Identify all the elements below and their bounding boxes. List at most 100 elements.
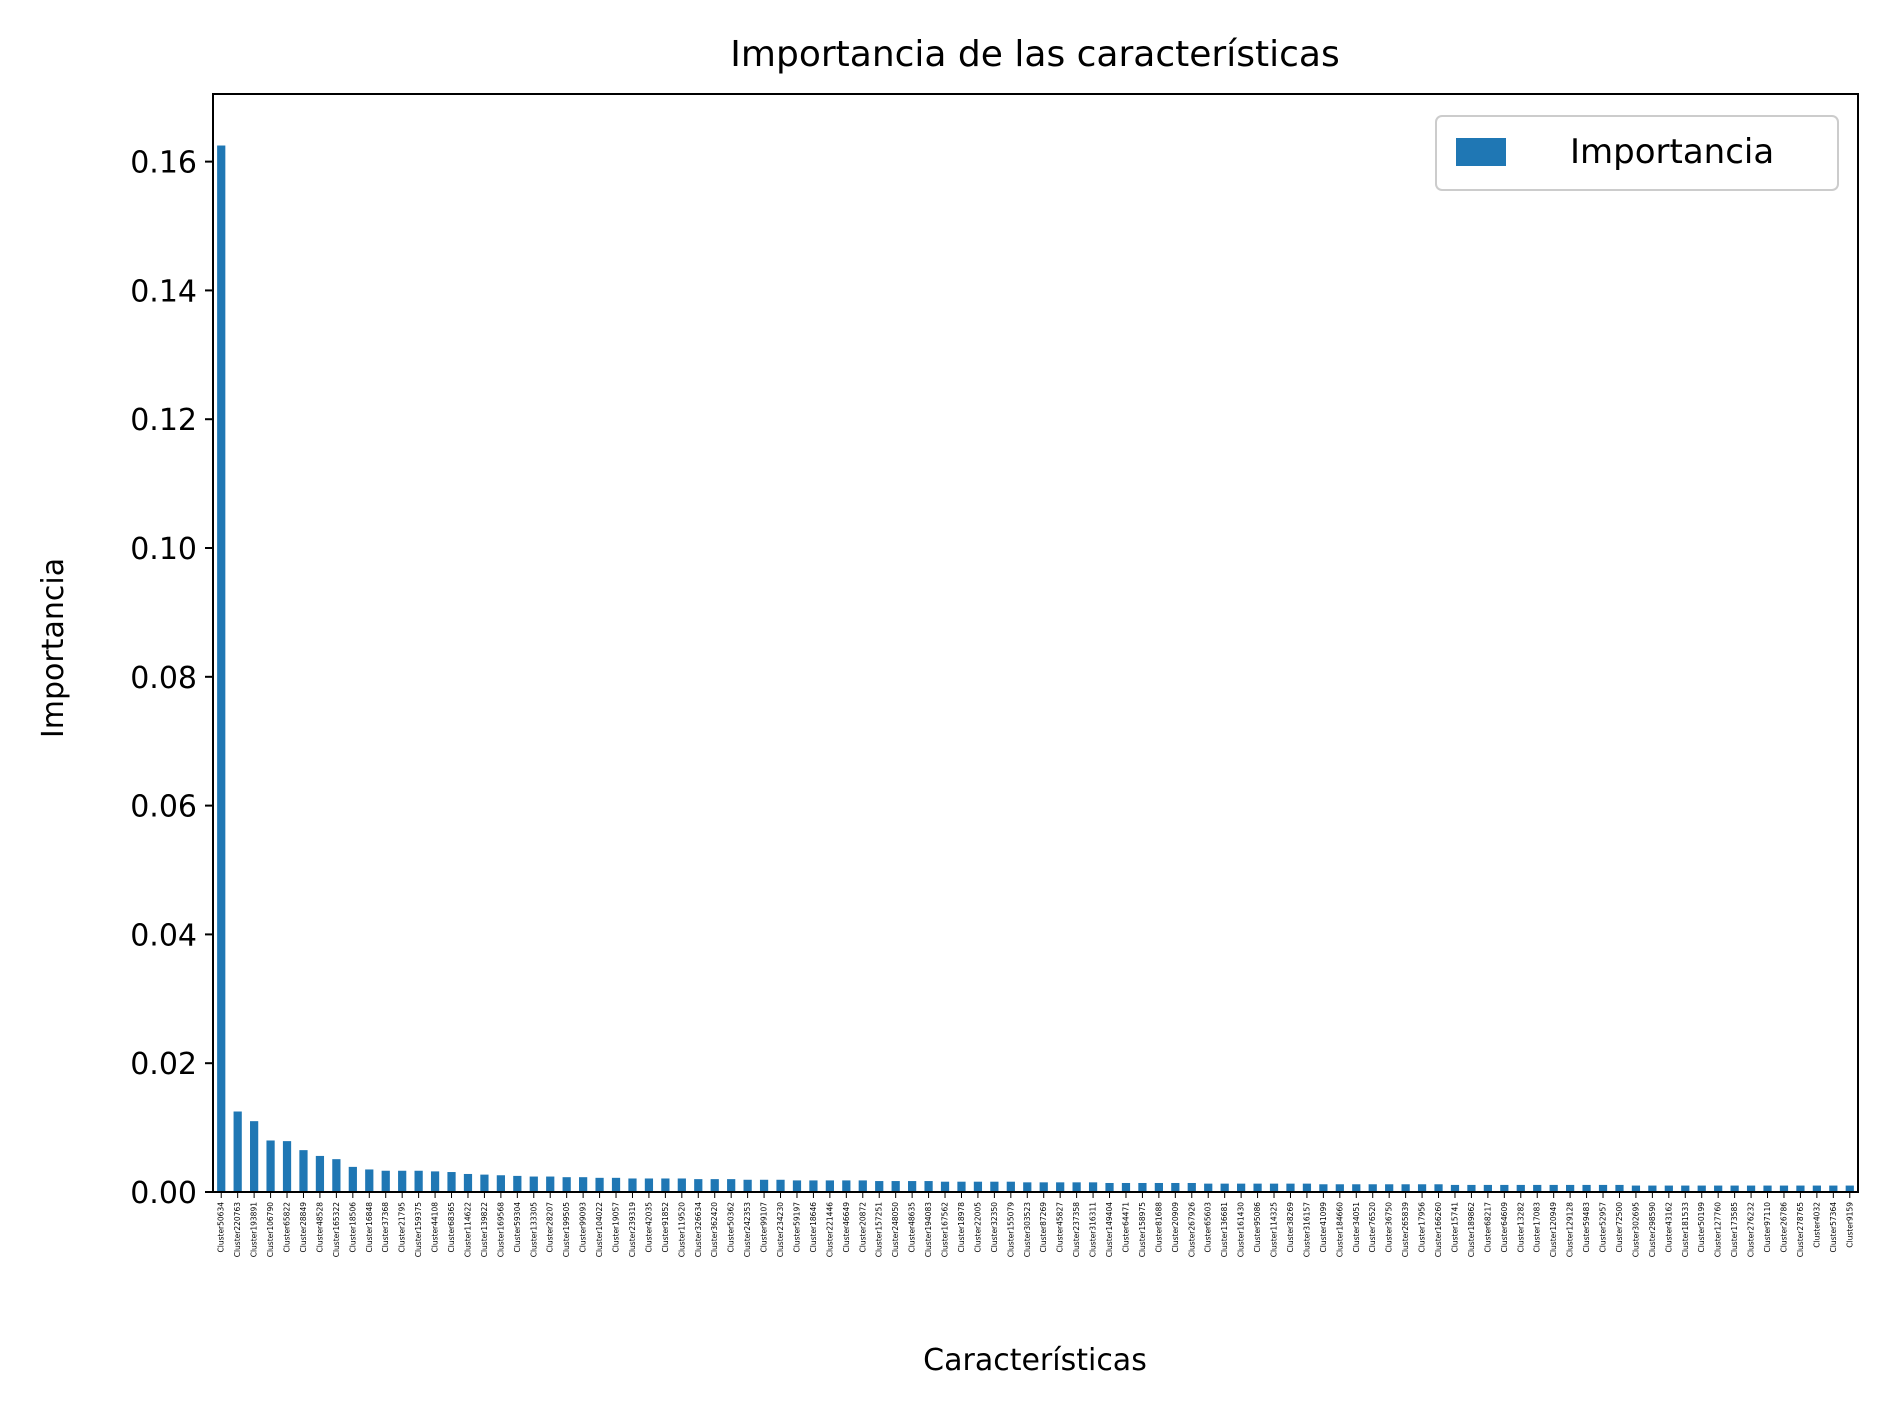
bar: [776, 1179, 785, 1192]
bar: [1533, 1184, 1542, 1192]
x-tick-label: Cluster181533: [1681, 1202, 1690, 1257]
x-tick-label: Cluster15741: [1450, 1202, 1459, 1253]
x-tick-label: Cluster65822: [283, 1202, 292, 1253]
x-tick-label: Cluster106790: [266, 1202, 275, 1257]
bar: [579, 1177, 588, 1192]
x-tick-label: Cluster50362: [727, 1202, 736, 1253]
bar: [217, 145, 226, 1193]
bar: [562, 1177, 571, 1192]
x-tick-label: Cluster114622: [463, 1202, 472, 1257]
bar: [1401, 1184, 1410, 1192]
bar: [842, 1180, 851, 1192]
x-tick-label: Cluster120949: [1549, 1202, 1558, 1257]
bar: [1072, 1182, 1081, 1192]
x-tick-label: Cluster76520: [1368, 1202, 1377, 1253]
bar: [727, 1179, 736, 1192]
bar: [1187, 1182, 1196, 1192]
bar: [1286, 1183, 1295, 1192]
bar: [1105, 1182, 1114, 1192]
x-tick-label: Cluster34051: [1352, 1202, 1361, 1253]
bar: [1204, 1183, 1213, 1192]
bar: [1335, 1184, 1344, 1192]
bar: [1417, 1184, 1427, 1192]
bar: [973, 1181, 983, 1192]
bar: [1664, 1185, 1673, 1192]
x-tick-label: Cluster81688: [1154, 1202, 1163, 1253]
bar: [1023, 1182, 1032, 1192]
bar: [1352, 1184, 1361, 1192]
x-tick-label: Cluster99107: [760, 1202, 769, 1253]
bar: [924, 1181, 933, 1192]
bar: [1631, 1185, 1641, 1192]
bar: [1220, 1183, 1229, 1192]
bar: [957, 1181, 966, 1192]
bar: [661, 1178, 670, 1192]
bar: [1302, 1183, 1312, 1192]
x-tick-label: Cluster20909: [1171, 1202, 1180, 1253]
x-tick-label: Cluster50199: [1697, 1202, 1706, 1253]
x-tick-label: Cluster303523: [1023, 1202, 1032, 1257]
bar: [1845, 1185, 1854, 1192]
x-tick-label: Cluster193891: [250, 1202, 259, 1257]
x-tick-label: Cluster59197: [792, 1202, 801, 1253]
bar: [1648, 1185, 1657, 1192]
bar: [710, 1179, 719, 1192]
x-tick-label: Cluster59304: [513, 1202, 522, 1253]
bar: [759, 1179, 769, 1192]
bar: [1385, 1184, 1394, 1192]
x-tick-label: Cluster68365: [447, 1202, 456, 1253]
x-tick-label: Cluster44108: [431, 1202, 440, 1253]
x-tick-label: Cluster234230: [776, 1202, 785, 1257]
bar: [1582, 1184, 1591, 1192]
bar: [1368, 1184, 1377, 1192]
bar: [1730, 1185, 1739, 1192]
bar: [1006, 1181, 1015, 1192]
bar: [1746, 1185, 1756, 1192]
plot-frame: [212, 93, 1859, 1193]
x-tick-label: Cluster302695: [1631, 1202, 1640, 1257]
x-tick-label: Cluster48528: [315, 1202, 324, 1253]
bar: [398, 1170, 407, 1192]
x-tick-label: Cluster199505: [562, 1202, 571, 1257]
y-tick-label: 0.12: [130, 403, 197, 438]
x-tick-label: Cluster220763: [233, 1202, 242, 1257]
y-axis-label: Importancia: [36, 558, 71, 738]
bar: [1253, 1183, 1262, 1192]
bar: [480, 1174, 489, 1192]
bar: [644, 1178, 654, 1192]
y-tick-label: 0.04: [130, 918, 197, 953]
x-tick-label: Cluster36750: [1385, 1202, 1394, 1253]
legend-swatch: [1456, 138, 1506, 166]
bar: [1056, 1182, 1065, 1192]
bar: [908, 1181, 917, 1192]
bar: [1681, 1185, 1690, 1192]
x-tick-label: Cluster127760: [1714, 1202, 1723, 1257]
y-tick-label: 0.00: [130, 1176, 197, 1211]
x-tick-label: Cluster133305: [529, 1202, 538, 1257]
x-tick-label: Cluster97110: [1763, 1202, 1772, 1253]
x-tick-label: Cluster48635: [908, 1202, 917, 1253]
x-tick-label: Cluster104022: [595, 1202, 604, 1257]
x-tick-label: Cluster194083: [924, 1202, 933, 1257]
x-axis-label: Características: [923, 1343, 1147, 1378]
x-tick-label: Cluster362420: [710, 1202, 719, 1257]
x-tick-label: Cluster18506: [348, 1202, 357, 1253]
bar: [1088, 1182, 1098, 1192]
x-tick-label: Cluster149404: [1105, 1202, 1114, 1257]
bar: [1467, 1184, 1476, 1192]
bar: [299, 1150, 308, 1192]
bar: [447, 1172, 456, 1192]
bar: [1171, 1182, 1180, 1192]
x-tick-label: Cluster119520: [677, 1202, 686, 1257]
bar: [743, 1179, 752, 1192]
bar: [513, 1175, 522, 1192]
x-tick-label: Cluster59483: [1582, 1202, 1591, 1253]
x-tick-label: Cluster57364: [1829, 1202, 1838, 1253]
bar: [1714, 1185, 1723, 1192]
x-tick-label: Cluster316157: [1302, 1202, 1311, 1257]
bar: [1566, 1184, 1575, 1192]
x-tick-label: Cluster155079: [1006, 1202, 1015, 1257]
x-tick-label: Cluster41099: [1319, 1202, 1328, 1253]
